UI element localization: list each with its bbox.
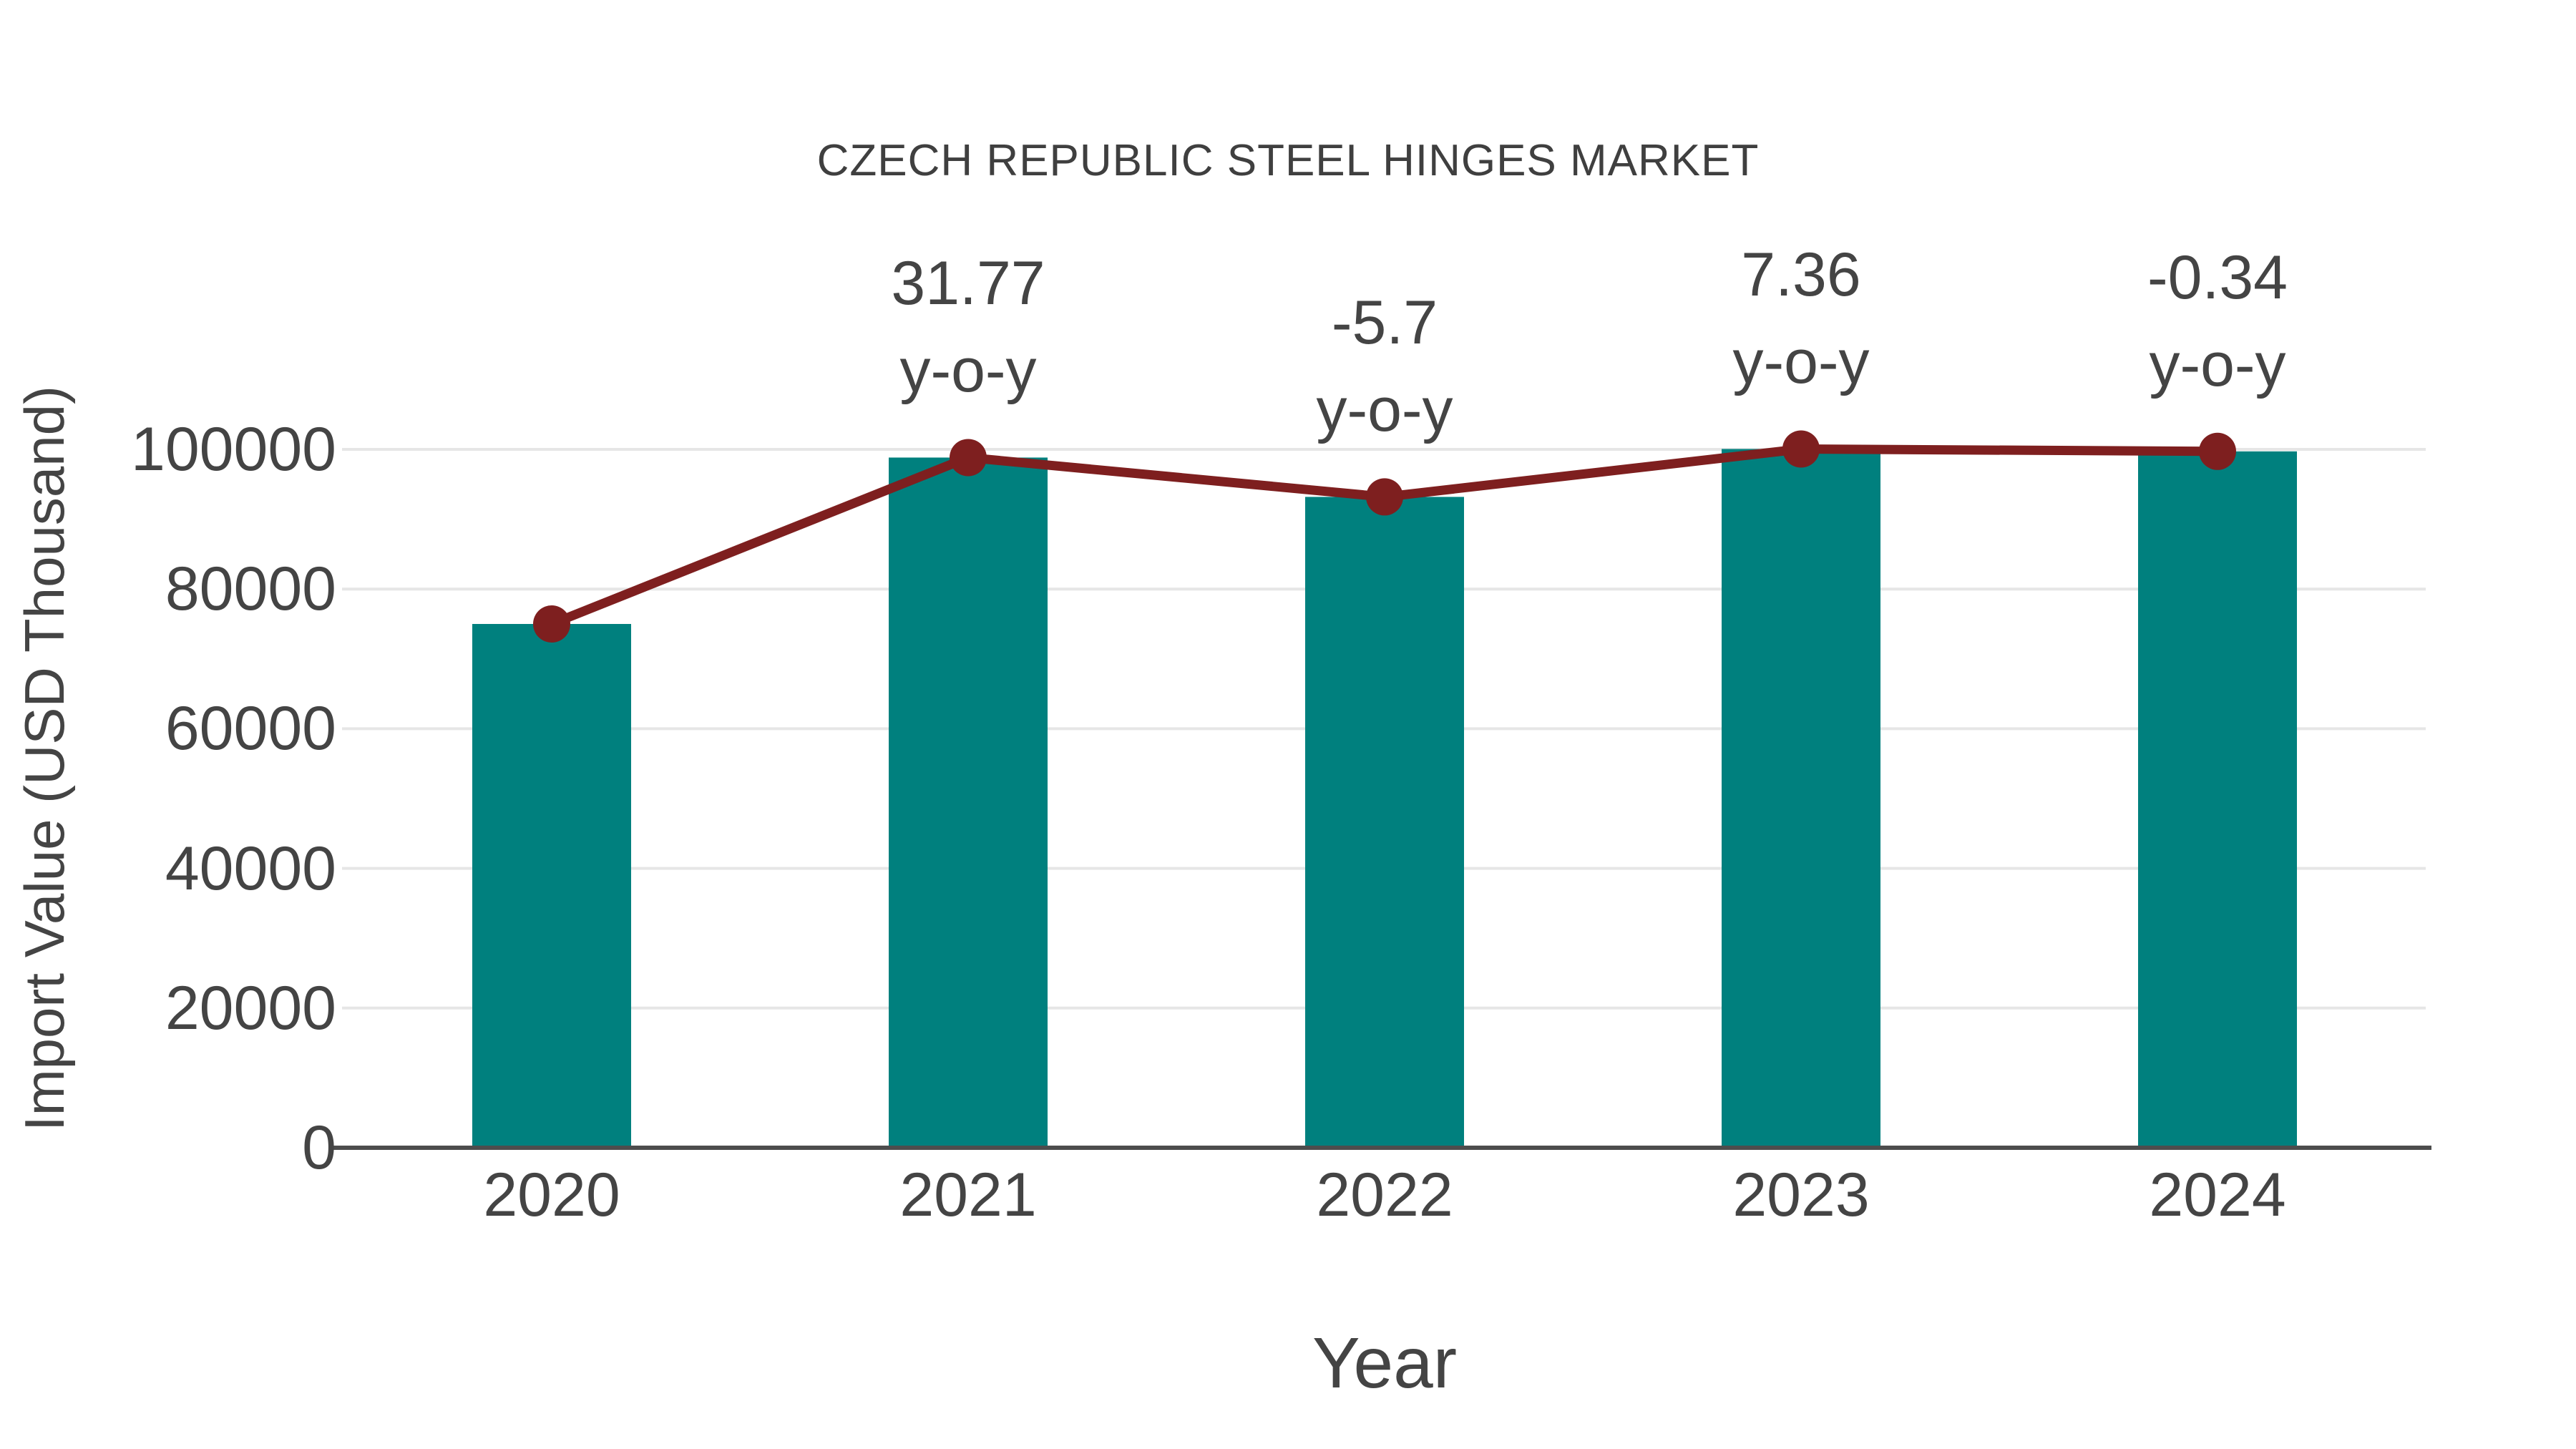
annotation-unit: y-o-y (1316, 376, 1453, 445)
annotation-2022: -5.7 y-o-y (1199, 279, 1571, 454)
annotation-unit: y-o-y (1732, 328, 1870, 397)
y-tick-label-20000: 20000 (165, 973, 336, 1043)
bar-2021 (889, 457, 1048, 1148)
annotation-2021: 31.77 y-o-y (782, 240, 1154, 414)
annotation-2023: 7.36 y-o-y (1615, 231, 1987, 406)
bar-2024 (2138, 451, 2297, 1148)
bar-2020 (472, 624, 631, 1148)
x-tick-label-2024: 2024 (2149, 1161, 2286, 1229)
bar-2023 (1722, 449, 1880, 1148)
annotation-value: -0.34 (2147, 243, 2288, 312)
y-tick-label-80000: 80000 (165, 555, 336, 624)
annotation-value: 31.77 (891, 249, 1045, 318)
x-tick-label-2020: 2020 (483, 1161, 620, 1229)
marker-2023 (1782, 430, 1820, 468)
annotation-value: -5.7 (1331, 288, 1438, 358)
annotation-unit: y-o-y (2149, 330, 2286, 399)
bar-2022 (1305, 497, 1464, 1148)
y-tick-label-0: 0 (302, 1113, 336, 1182)
x-axis-title: Year (1312, 1323, 1458, 1403)
y-tick-label-60000: 60000 (165, 694, 336, 763)
marker-2022 (1366, 478, 1403, 516)
x-tick-label-2021: 2021 (899, 1161, 1037, 1229)
annotation-unit: y-o-y (899, 336, 1037, 406)
marker-2021 (950, 439, 987, 477)
annotation-value: 7.36 (1741, 240, 1861, 310)
y-tick-label-100000: 100000 (131, 415, 336, 484)
annotation-2024: -0.34 y-o-y (2031, 234, 2404, 409)
marker-2024 (2199, 432, 2236, 470)
chart-title: CZECH REPUBLIC STEEL HINGES MARKET (816, 136, 1760, 185)
marker-2020 (533, 605, 570, 643)
y-tick-label-40000: 40000 (165, 834, 336, 903)
x-tick-label-2022: 2022 (1316, 1161, 1453, 1229)
x-tick-label-2023: 2023 (1732, 1161, 1870, 1229)
